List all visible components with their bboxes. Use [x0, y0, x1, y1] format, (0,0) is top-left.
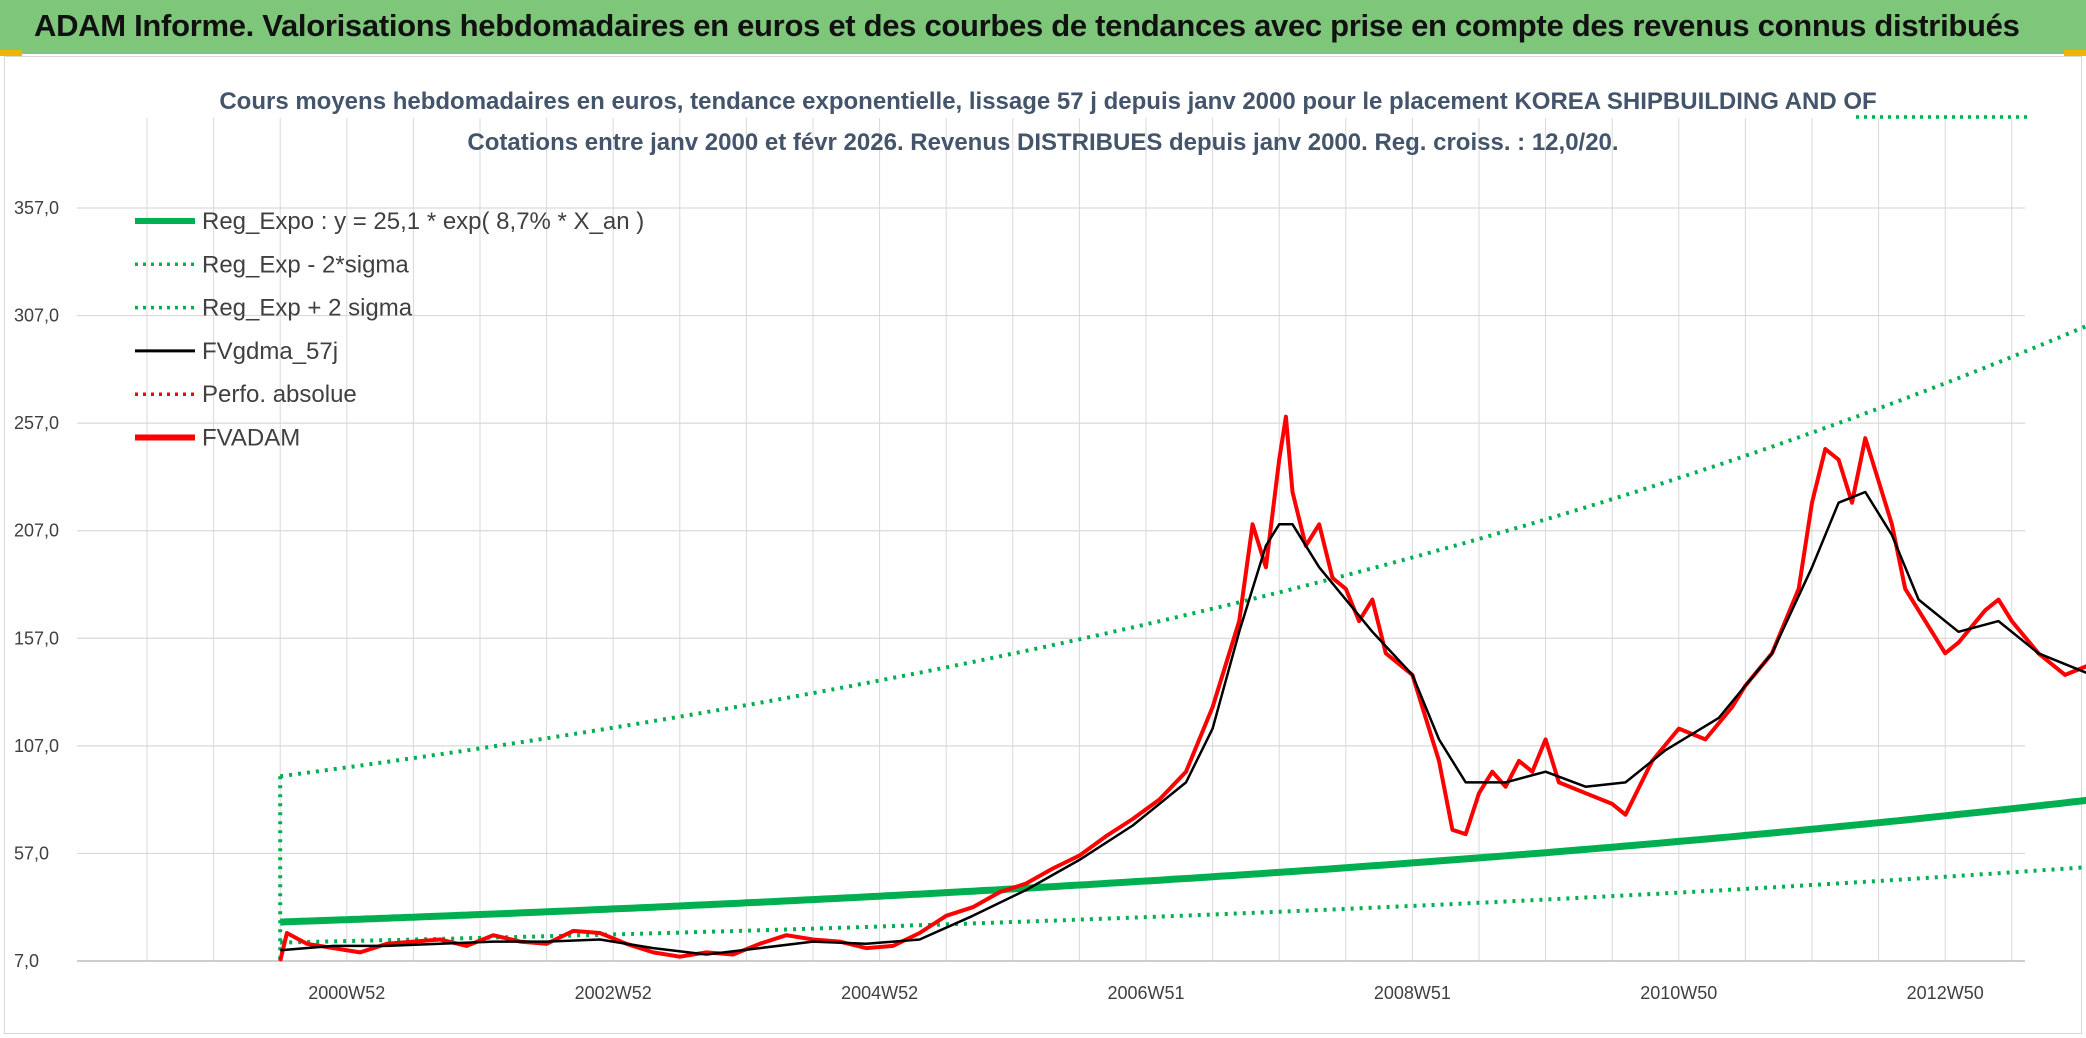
x-tick-label: 2002W52	[575, 983, 652, 1003]
reg-expo-line	[280, 796, 2086, 926]
legend-label: Perfo. absolue	[202, 381, 357, 408]
y-tick-label: 307,0	[14, 306, 59, 326]
reg-exp-plus-2sigma-line	[279, 324, 2086, 779]
y-axis: 7,0 57,0 107,0 157,0 207,0 257,0 307,0 357,0	[14, 198, 59, 971]
x-axis: 2000W52 2002W52 2004W52 2006W51 2008W51 2010W…	[308, 983, 1984, 1003]
chart-subtitle: Cotations entre janv 2000 et févr 2026. …	[467, 129, 1618, 156]
legend-label: Reg_Exp + 2 sigma	[202, 295, 413, 322]
x-tick-label: 2000W52	[308, 983, 385, 1003]
reg-exp-minus-2sigma-line	[280, 865, 2086, 945]
series-layer	[278, 324, 2086, 962]
y-tick-label: 7,0	[14, 951, 39, 971]
fvgdma-57j-line	[280, 490, 2086, 956]
header-accent-left	[0, 50, 22, 56]
x-tick-label: 2006W51	[1107, 983, 1184, 1003]
legend: Reg_Expo : y = 25,1 * exp( 8,7% * X_an )…	[135, 208, 644, 452]
chart-frame	[4, 56, 2082, 1034]
x-tick-label: 2010W50	[1640, 983, 1717, 1003]
header-accent-right	[2064, 50, 2086, 56]
x-tick-label: 2012W50	[1907, 983, 1984, 1003]
fvadam-line	[278, 414, 2086, 962]
chart-title: Cours moyens hebdomadaires en euros, ten…	[219, 88, 1876, 115]
legend-label: FVADAM	[202, 425, 300, 452]
y-tick-label: 207,0	[14, 521, 59, 541]
y-tick-label: 107,0	[14, 736, 59, 756]
page-title: ADAM Informe. Valorisations hebdomadaire…	[34, 8, 2020, 43]
header-bar: ADAM Informe. Valorisations hebdomadaire…	[0, 0, 2086, 56]
y-tick-label: 157,0	[14, 628, 59, 648]
legend-label: FVgdma_57j	[202, 338, 338, 365]
legend-label: Reg_Expo : y = 25,1 * exp( 8,7% * X_an )	[202, 208, 644, 235]
y-tick-label: 257,0	[14, 413, 59, 433]
grid	[77, 118, 2025, 962]
y-tick-label: 57,0	[14, 843, 49, 863]
x-tick-label: 2008W51	[1374, 983, 1451, 1003]
y-tick-label: 357,0	[14, 198, 59, 218]
x-tick-label: 2004W52	[841, 983, 918, 1003]
legend-label: Reg_Exp - 2*sigma	[202, 251, 409, 278]
